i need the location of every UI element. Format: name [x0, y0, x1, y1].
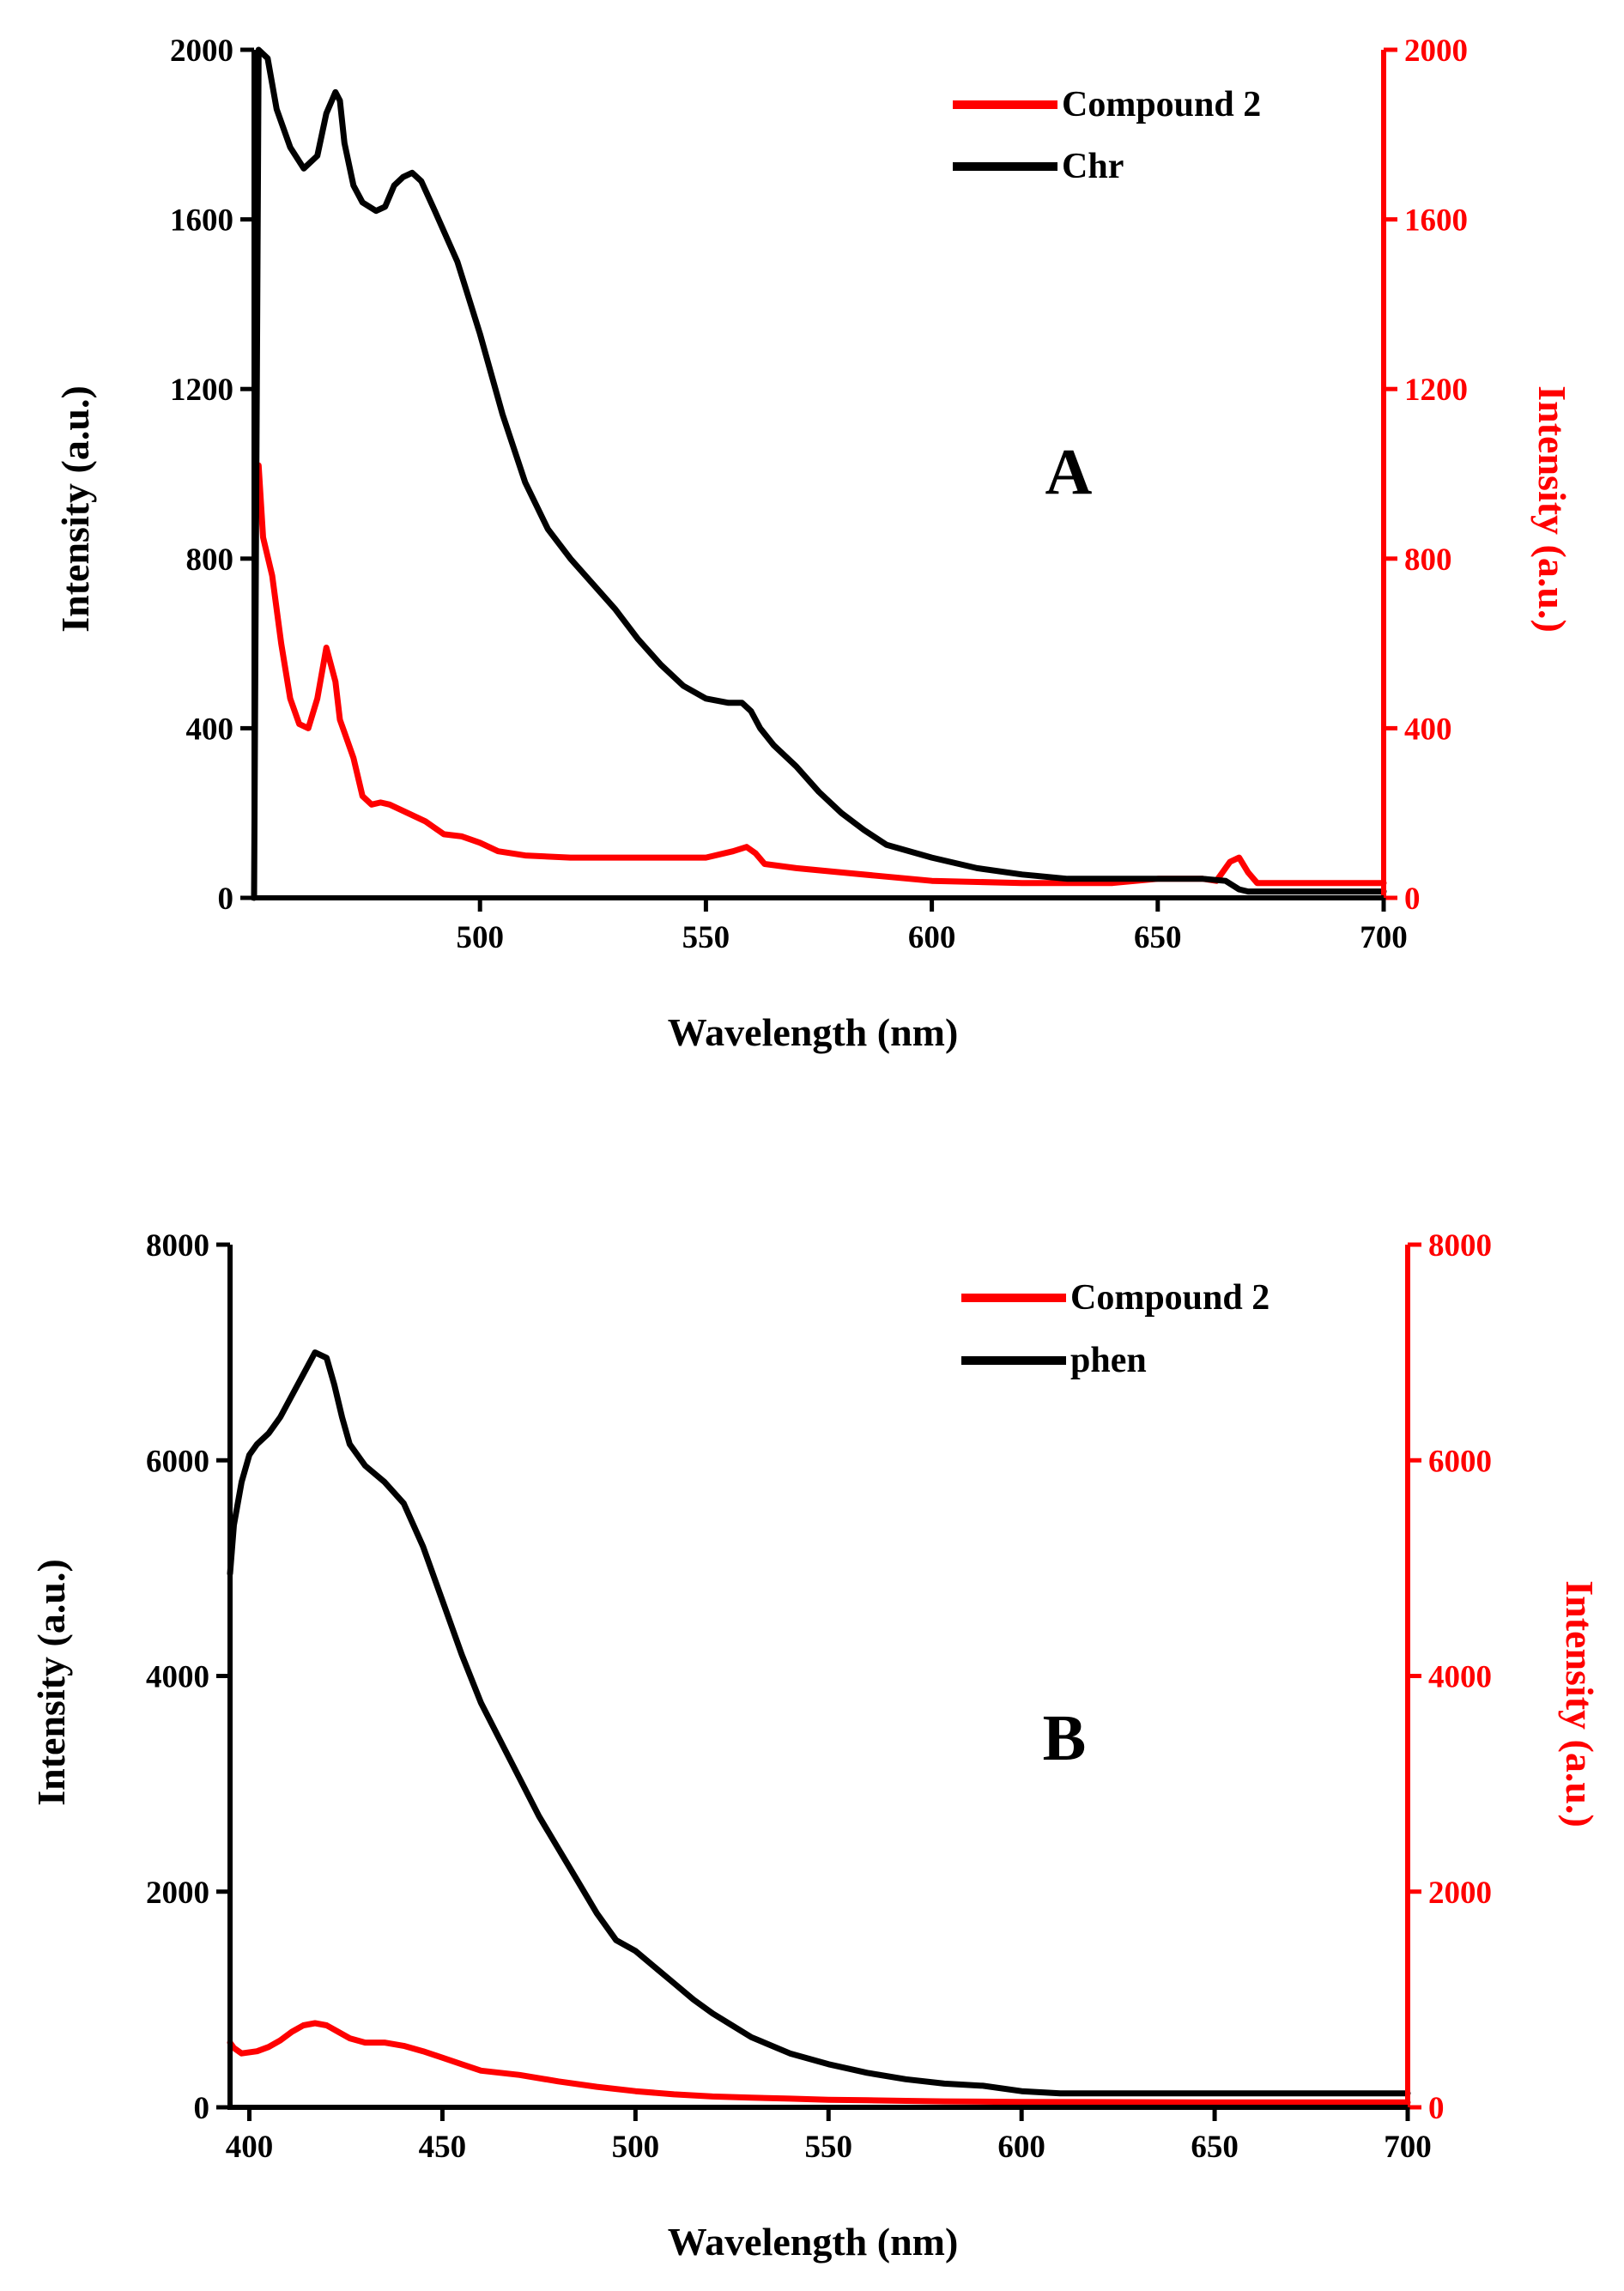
y-tick-label-left: 400	[186, 712, 234, 747]
x-tick-label: 500	[456, 920, 504, 955]
legend: Compound 2 Chr	[953, 85, 1261, 186]
y-tick-label-left: 2000	[146, 1876, 209, 1911]
y-axis-title-right: Intensity (a.u.)	[1530, 385, 1574, 633]
x-tick-label: 600	[908, 920, 956, 955]
y-tick-label-right: 0	[1404, 882, 1421, 917]
y-tick-label-left: 6000	[146, 1444, 209, 1479]
y-axis-title-right: Intensity (a.u.)	[1558, 1580, 1602, 1827]
x-tick-label: 500	[612, 2130, 660, 2165]
x-tick-label: 700	[1360, 920, 1408, 955]
y-axis-title-left: Intensity (a.u.)	[53, 385, 97, 633]
legend-label-phen: phen	[1070, 1341, 1147, 1380]
y-tick-label-right: 8000	[1428, 1228, 1492, 1264]
y-tick-label-right: 1200	[1404, 373, 1468, 408]
x-tick-label: 700	[1384, 2130, 1432, 2165]
y-tick-label-right: 2000	[1428, 1876, 1492, 1911]
y-tick-label-left: 0	[218, 882, 234, 917]
panel-label: A	[1045, 436, 1093, 508]
x-tick-label: 450	[419, 2130, 467, 2165]
series-line-phen	[227, 1349, 1411, 2097]
y-tick-label-left: 1200	[170, 373, 233, 408]
y-tick-label-left: 0	[194, 2091, 210, 2126]
y-tick-label-left: 4000	[146, 1660, 209, 1695]
y-tick-label-right: 400	[1404, 712, 1452, 747]
y-tick-label-right: 2000	[1404, 33, 1468, 69]
axes-a	[240, 47, 1397, 912]
y-tick-label-right: 800	[1404, 542, 1452, 578]
y-tick-label-left: 8000	[146, 1228, 209, 1264]
plot-lines-b	[227, 1349, 1411, 2106]
y-axis-title-left: Intensity (a.u.)	[29, 1559, 73, 1806]
legend: Compound 2 phen	[961, 1278, 1270, 1380]
y-tick-label-right: 1600	[1404, 203, 1468, 239]
legend-label-chr: Chr	[1062, 147, 1124, 186]
x-axis-title: Wavelength (nm)	[668, 2220, 959, 2264]
y-tick-label-right: 6000	[1428, 1444, 1492, 1479]
x-tick-label: 550	[804, 2130, 852, 2165]
tick-labels-a: 0 0 400 400 800 800 1200 1200 1600 1600 2000 2000 50…	[170, 33, 1468, 955]
y-tick-label-right: 0	[1428, 2091, 1445, 2126]
legend-label-compound-2: Compound 2	[1070, 1278, 1270, 1318]
x-axis-title: Wavelength (nm)	[668, 1010, 959, 1054]
tick-labels-b: 0 0 2000 2000 4000 4000 6000 6000 8000 8000 400 450…	[146, 1228, 1492, 2165]
x-tick-label: 650	[1134, 920, 1182, 955]
y-tick-label-right: 4000	[1428, 1660, 1492, 1695]
x-tick-label: 600	[997, 2130, 1045, 2165]
x-tick-label: 550	[682, 920, 730, 955]
series-line-compound-2	[227, 2020, 1411, 2106]
chart-panel-a: 0 0 400 400 800 800 1200 1200 1600 1600 2000 2000 50…	[53, 33, 1574, 1054]
y-tick-label-left: 1600	[170, 203, 233, 239]
y-tick-label-left: 800	[186, 542, 234, 578]
axes-b	[216, 1242, 1421, 2121]
chart-panel-b: 0 0 2000 2000 4000 4000 6000 6000 8000 8000 400 450…	[29, 1228, 1602, 2264]
x-tick-label: 400	[226, 2130, 274, 2165]
legend-label-compound-2: Compound 2	[1062, 85, 1261, 124]
x-tick-label: 650	[1191, 2130, 1239, 2165]
y-tick-label-left: 2000	[170, 33, 233, 69]
series-line-chr	[251, 46, 1387, 901]
plot-lines-a	[251, 46, 1387, 901]
panel-label: B	[1043, 1702, 1087, 1774]
